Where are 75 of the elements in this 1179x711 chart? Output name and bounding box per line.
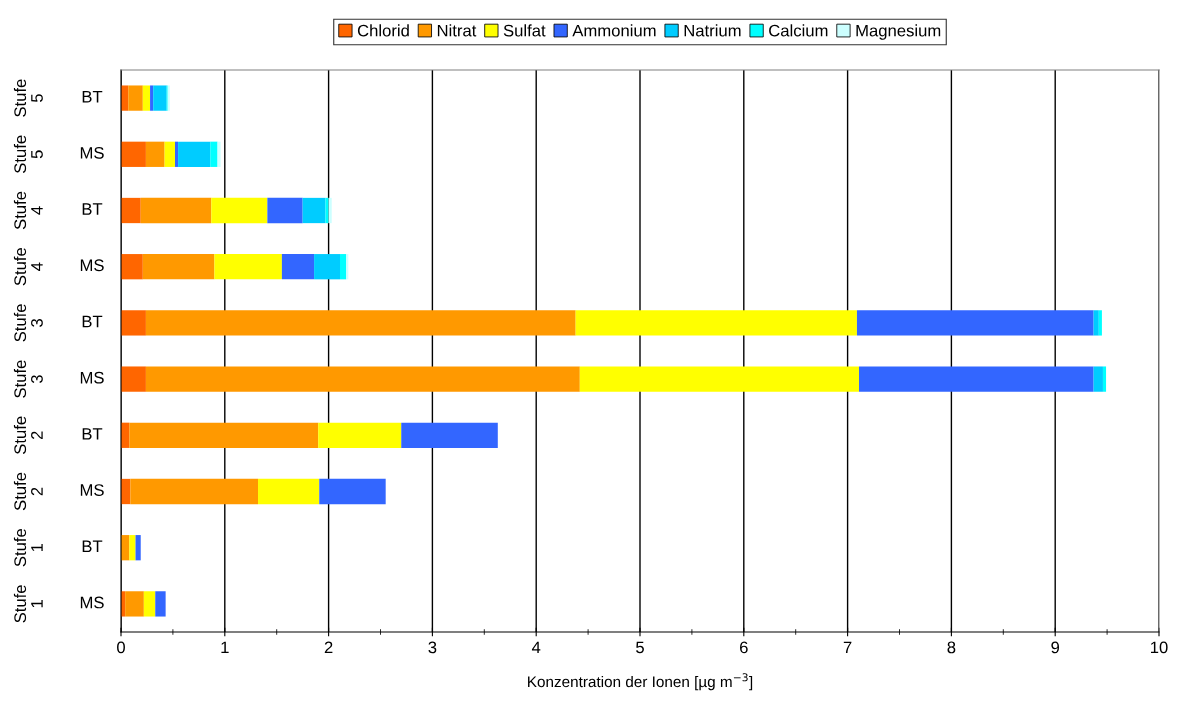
bar	[145, 310, 576, 336]
category-label: Stufe 4 MS	[13, 247, 104, 286]
bar	[121, 197, 141, 224]
bar	[121, 366, 146, 392]
bar	[140, 197, 212, 224]
legend-label: Magnesium	[856, 24, 941, 40]
bar	[302, 197, 326, 224]
bar	[142, 254, 215, 280]
category-label: Stufe 3 BT	[13, 304, 103, 342]
bar	[164, 141, 175, 167]
category-label: Stufe 5 MS	[13, 135, 104, 173]
x-tick-label: 5	[636, 641, 644, 654]
legend-label: Ammonium	[572, 24, 656, 37]
x-tick-label: 0	[117, 641, 125, 654]
bar	[214, 254, 282, 280]
bar	[318, 422, 402, 448]
x-tick-label: 2	[324, 641, 333, 654]
x-tick-label: 7	[843, 641, 852, 654]
category-label: Stufe 3 MS	[13, 360, 104, 398]
bar	[319, 478, 386, 505]
bar	[145, 366, 580, 392]
x-tick-label: 6	[740, 641, 748, 654]
bar	[859, 366, 1094, 392]
bar	[401, 422, 498, 448]
legend-label: Sulfat	[503, 24, 546, 37]
bar	[856, 310, 1094, 336]
bar	[346, 254, 349, 280]
x-tick-label: 4	[531, 641, 541, 654]
bar	[130, 478, 259, 505]
bar	[178, 141, 211, 167]
bar	[579, 366, 860, 392]
category-label: Stufe 1 MS	[13, 585, 104, 623]
bar	[128, 85, 143, 111]
category-label: Stufe 1 BT	[13, 528, 103, 567]
bar	[314, 254, 341, 280]
bar	[1102, 366, 1107, 392]
bar	[211, 197, 268, 224]
bar	[210, 141, 218, 167]
bar	[121, 310, 146, 336]
bar	[145, 141, 165, 167]
x-tick-label: 1	[221, 641, 229, 654]
bar	[153, 85, 167, 111]
bar	[281, 254, 315, 280]
bar	[150, 85, 154, 111]
bar	[143, 591, 156, 617]
x-tick-label: 8	[947, 641, 956, 654]
bar	[129, 535, 136, 561]
category-label: Stufe 2 MS	[13, 472, 104, 511]
bar	[125, 591, 144, 617]
bar	[575, 310, 857, 336]
bar	[267, 197, 303, 224]
bar	[217, 141, 221, 167]
x-tick-label: 10	[1151, 641, 1168, 654]
legend-label: Natrium	[684, 24, 741, 37]
x-tick-label: 9	[1051, 641, 1060, 654]
category-label: Stufe 2 BT	[13, 416, 103, 454]
bar	[1093, 366, 1103, 392]
bar	[121, 141, 146, 167]
category-label: Stufe 4 BT	[13, 191, 103, 230]
x-axis-title: Konzentration der Ionen [µg m$^{−3}$]	[528, 673, 753, 691]
bar	[135, 535, 141, 561]
legend-label: Calcium	[769, 24, 828, 37]
bar	[142, 85, 151, 111]
bar	[258, 478, 320, 505]
category-label: Stufe 5 BT	[13, 79, 103, 117]
bar	[121, 254, 143, 280]
bar	[1093, 310, 1099, 336]
bar	[340, 254, 347, 280]
bar	[129, 422, 319, 448]
bar	[174, 141, 179, 167]
legend-label: Chlorid	[357, 24, 409, 37]
legend-label: Nitrat	[437, 24, 477, 37]
bar	[1098, 310, 1102, 336]
bar	[155, 591, 166, 617]
x-tick-label: 3	[428, 641, 437, 654]
